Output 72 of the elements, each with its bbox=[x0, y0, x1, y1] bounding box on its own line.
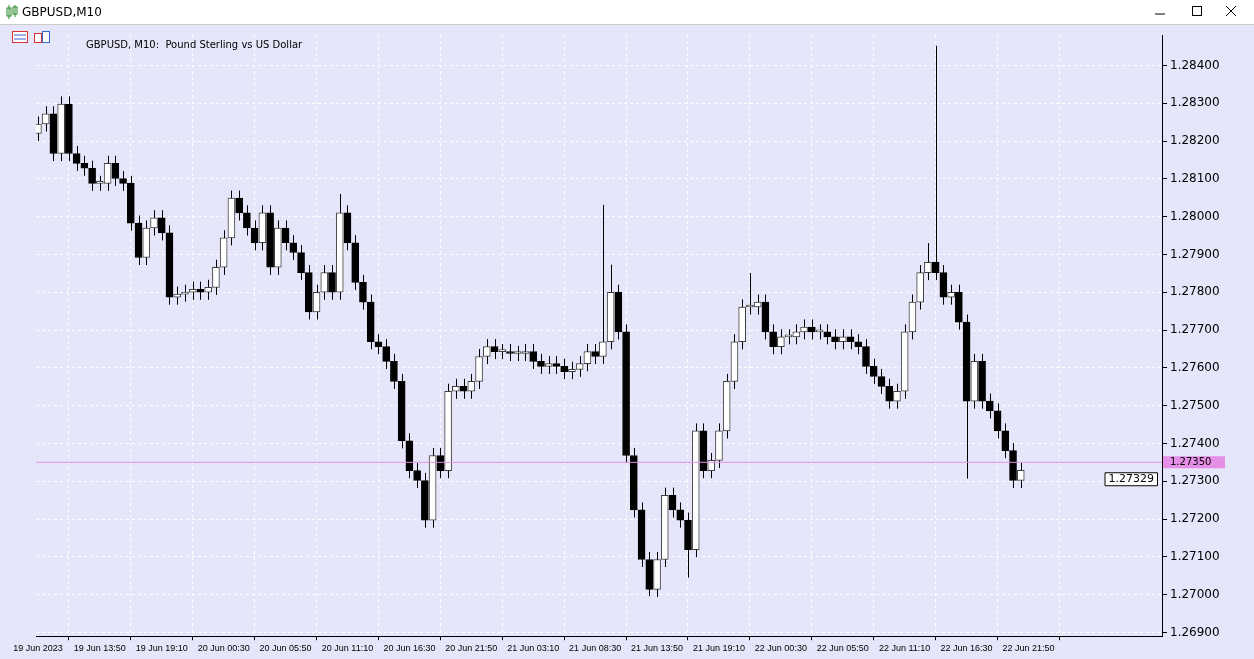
candlestick bbox=[157, 209, 166, 241]
chart-title: GBPUSD, M10: Pound Sterling vs US Dollar bbox=[86, 38, 304, 50]
ref-line-label: 1.27350 bbox=[1170, 455, 1212, 467]
text: GBPUSD,M10 bbox=[22, 5, 102, 19]
candlestick bbox=[877, 368, 886, 395]
candlestick bbox=[111, 155, 120, 187]
x-tick-label: 20 Jun 16:30 bbox=[383, 643, 436, 654]
candlestick bbox=[529, 343, 538, 370]
candlestick bbox=[807, 318, 816, 340]
y-tick-label: 1.28100 bbox=[1170, 170, 1220, 185]
candlestick bbox=[72, 145, 81, 172]
y-tick-label: 1.27000 bbox=[1170, 586, 1220, 601]
x-tick-label: 20 Jun 00:30 bbox=[197, 643, 250, 654]
candlestick bbox=[1001, 422, 1010, 459]
x-tick-label: 21 Jun 03:10 bbox=[507, 643, 560, 654]
x-tick-label: 20 Jun 21:50 bbox=[445, 643, 498, 654]
candlestick bbox=[854, 333, 863, 355]
candlestick bbox=[88, 160, 96, 192]
x-tick-label: 21 Jun 13:50 bbox=[631, 643, 684, 654]
y-tick-label: 1.27300 bbox=[1170, 473, 1220, 488]
candlestick bbox=[328, 264, 336, 301]
x-tick-label: 21 Jun 08:30 bbox=[569, 643, 622, 654]
candlestick bbox=[831, 328, 839, 350]
candlestick bbox=[676, 501, 685, 529]
candlestick bbox=[297, 244, 305, 281]
candlestick bbox=[390, 353, 398, 390]
y-tick-label: 1.27600 bbox=[1170, 359, 1220, 374]
y-tick-label: 1.26900 bbox=[1170, 624, 1220, 639]
y-tick-label: 1.28300 bbox=[1170, 95, 1220, 110]
candlestick bbox=[289, 234, 298, 261]
y-tick-label: 1.27400 bbox=[1170, 435, 1220, 450]
candlestick bbox=[885, 378, 894, 410]
y-tick-label: 1.27100 bbox=[1170, 548, 1220, 563]
candlestick bbox=[560, 358, 569, 380]
candlestick bbox=[382, 338, 391, 370]
candlestick bbox=[591, 343, 599, 365]
x-tick-label: 22 Jun 21:50 bbox=[1002, 643, 1055, 654]
y-tick-label: 1.28400 bbox=[1170, 57, 1220, 72]
y-tick-label: 1.28200 bbox=[1170, 133, 1220, 148]
x-tick-label: 19 Jun 13:50 bbox=[73, 643, 126, 654]
candlestick bbox=[119, 170, 127, 192]
candlestick bbox=[196, 281, 205, 301]
candlestick bbox=[862, 338, 870, 375]
candlestick bbox=[359, 274, 367, 311]
candlestick bbox=[374, 333, 383, 355]
candlestick bbox=[243, 204, 251, 237]
candlestick bbox=[869, 358, 878, 385]
candlestick bbox=[537, 353, 545, 375]
candlestick bbox=[985, 393, 994, 419]
x-tick-label: 22 Jun 00:30 bbox=[754, 643, 807, 654]
y-tick-label: 1.28000 bbox=[1170, 208, 1220, 223]
candlestick bbox=[769, 323, 777, 355]
y-tick-label: 1.27200 bbox=[1170, 511, 1220, 526]
x-tick-label: 22 Jun 11:10 bbox=[878, 643, 931, 654]
x-tick-label: 19 Jun 19:10 bbox=[135, 643, 188, 654]
candlestick bbox=[80, 155, 89, 177]
x-tick-label: 20 Jun 11:10 bbox=[321, 643, 374, 654]
x-tick-label: 21 Jun 19:10 bbox=[692, 643, 745, 654]
y-tick-label: 1.27500 bbox=[1170, 397, 1220, 412]
candlestick bbox=[413, 462, 421, 489]
candlestick bbox=[823, 323, 832, 345]
annotation: 1.27329 bbox=[1108, 472, 1155, 486]
y-tick-label: 1.27700 bbox=[1170, 322, 1220, 337]
y-tick-label: 1.27900 bbox=[1170, 246, 1220, 261]
x-tick-label: 20 Jun 05:50 bbox=[259, 643, 312, 654]
x-tick-label: 22 Jun 16:30 bbox=[940, 643, 993, 654]
x-tick-label: 22 Jun 05:50 bbox=[816, 643, 869, 654]
x-tick-label: 19 Jun 2023 bbox=[13, 643, 63, 654]
candlestick bbox=[235, 190, 243, 221]
candlestick bbox=[459, 378, 468, 400]
candlestick bbox=[490, 338, 499, 360]
y-tick-label: 1.27800 bbox=[1170, 284, 1220, 299]
